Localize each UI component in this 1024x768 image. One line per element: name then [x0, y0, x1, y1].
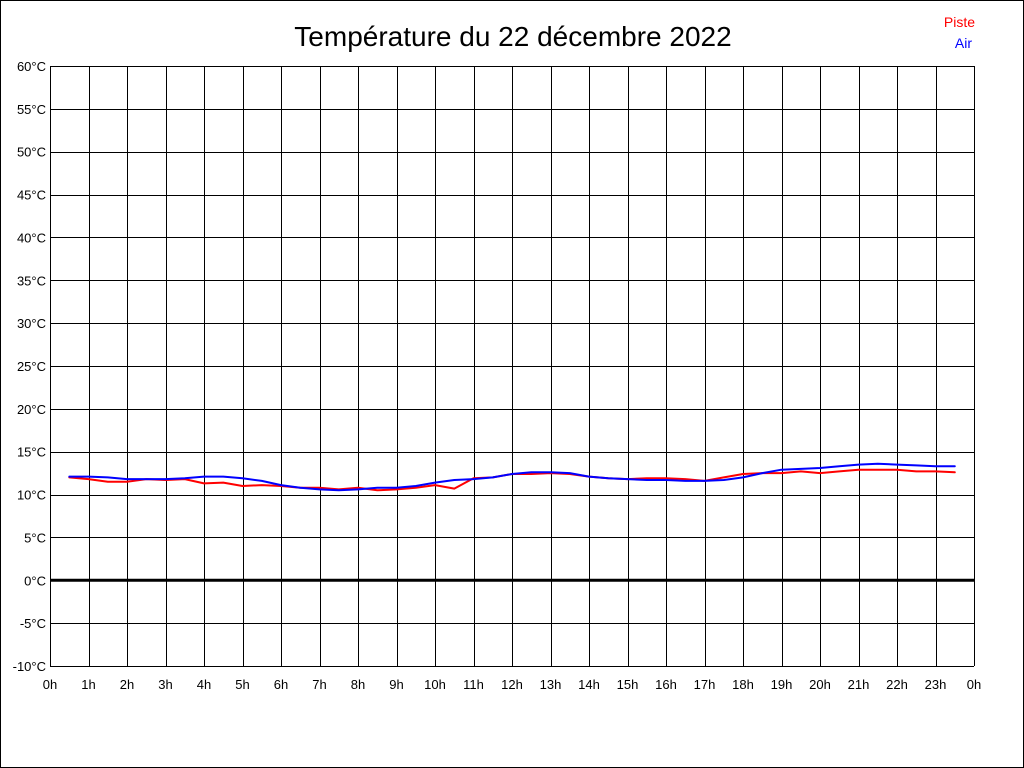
y-tick-label: 50°C	[17, 145, 46, 160]
x-tick-label: 22h	[886, 677, 908, 692]
x-tick-label: 23h	[925, 677, 947, 692]
y-tick-label: 0°C	[24, 573, 46, 588]
x-tick-label: 0h	[967, 677, 981, 692]
x-tick-label: 7h	[312, 677, 326, 692]
x-tick-label: 20h	[809, 677, 831, 692]
y-tick-label: 35°C	[17, 273, 46, 288]
legend-air: Air	[955, 35, 972, 51]
series-layer	[68, 462, 956, 492]
y-tick-label: 45°C	[17, 188, 46, 203]
y-tick-label: 40°C	[17, 230, 46, 245]
x-axis-ticks: 0h 1h 2h 3h 4h 5h 6h 7h 8h 9h 10h 11h 12h 13h 14h 15h 16…	[43, 677, 981, 692]
x-tick-label: 16h	[655, 677, 677, 692]
x-tick-label: 10h	[424, 677, 446, 692]
x-tick-label: 0h	[43, 677, 57, 692]
x-tick-label: 5h	[235, 677, 249, 692]
x-tick-label: 12h	[501, 677, 523, 692]
y-tick-label: 20°C	[17, 402, 46, 417]
x-tick-label: 13h	[540, 677, 562, 692]
x-tick-label: 18h	[732, 677, 754, 692]
chart-title: Température du 22 décembre 2022	[294, 21, 731, 52]
x-tick-label: 1h	[81, 677, 95, 692]
y-tick-label: -10°C	[13, 659, 46, 674]
x-tick-label: 6h	[274, 677, 288, 692]
x-tick-label: 2h	[120, 677, 134, 692]
x-tick-label: 3h	[158, 677, 172, 692]
y-tick-label: -5°C	[20, 616, 46, 631]
x-tick-label: 14h	[578, 677, 600, 692]
x-tick-label: 8h	[351, 677, 365, 692]
grid	[50, 66, 975, 667]
x-tick-label: 9h	[389, 677, 403, 692]
series-line-air	[68, 462, 956, 492]
x-tick-label: 21h	[848, 677, 870, 692]
x-tick-label: 11h	[463, 677, 484, 692]
x-tick-label: 4h	[197, 677, 211, 692]
x-tick-label: 15h	[617, 677, 639, 692]
y-tick-label: 55°C	[17, 102, 46, 117]
y-tick-label: 5°C	[24, 530, 46, 545]
y-tick-label: 15°C	[17, 445, 46, 460]
y-tick-label: 30°C	[17, 316, 46, 331]
y-tick-label: 25°C	[17, 359, 46, 374]
y-tick-label: 10°C	[17, 488, 46, 503]
x-tick-label: 19h	[771, 677, 793, 692]
y-axis-ticks: -10°C -5°C 0°C 5°C 10°C 15°C 20°C 25°C 30°C 35°C 4…	[13, 59, 46, 674]
x-tick-label: 17h	[694, 677, 716, 692]
legend-piste: Piste	[944, 14, 975, 30]
y-tick-label: 60°C	[17, 59, 46, 74]
